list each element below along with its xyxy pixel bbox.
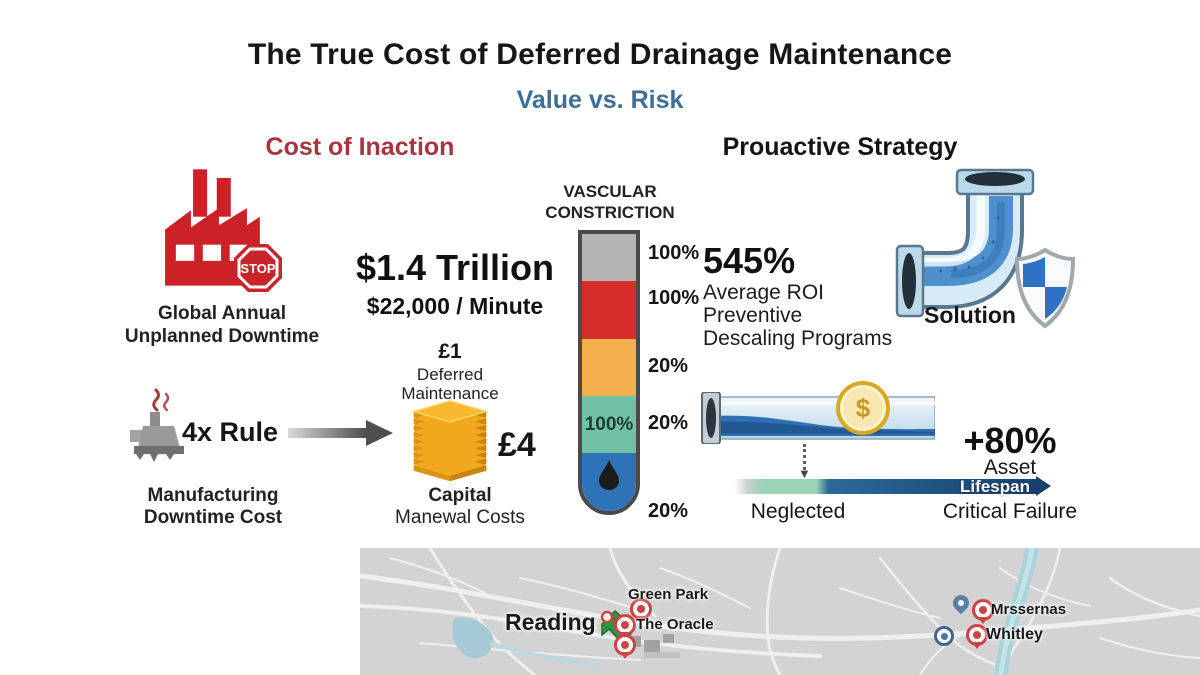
tube-segment-blue <box>582 453 636 511</box>
green-park-pin <box>630 598 652 623</box>
dollar-coin-icon: $ <box>836 381 890 435</box>
four-x-rule-label: 4x Rule <box>182 417 279 447</box>
tube-segment-teal <box>582 396 636 453</box>
coin-symbol: $ <box>855 393 871 423</box>
roi-line2: Preventive <box>703 304 803 327</box>
whitley-label: Whitley <box>986 626 1043 643</box>
subtitle: Value vs. Risk <box>516 86 684 114</box>
whitley-pin <box>966 624 988 649</box>
lifespan-bar-arrowhead <box>1036 476 1051 496</box>
capital-bottom-caption-line2: Manewal Costs <box>395 507 525 528</box>
tube-inner-label: 100% <box>584 414 634 435</box>
downtime-stat: $1.4 Trillion <box>355 247 555 288</box>
capital-bottom-caption-line1: Capital <box>428 485 492 506</box>
green-park-label: Green Park <box>628 586 709 603</box>
reading-label: Reading <box>505 609 596 635</box>
neglected-label: Neglected <box>750 500 846 523</box>
capital-top-caption-line2: Maintenance <box>401 384 499 403</box>
critical-failure-label: Critical Failure <box>942 500 1078 523</box>
lifespan-bar <box>735 479 1036 494</box>
capital-top-caption-line1: Deferred <box>416 365 484 384</box>
constriction-tube <box>578 230 640 515</box>
segment-label-4: 20% <box>648 500 689 522</box>
blue-circle-marker <box>934 626 954 646</box>
lifespan-stat-caption: Asset <box>983 456 1037 479</box>
arrow-right-icon <box>288 420 393 446</box>
small-factory-icon <box>122 384 202 466</box>
proactive-strategy-heading: Prouactive Strategy <box>722 133 958 161</box>
gauge-title-line2: CONSTRICTION <box>545 203 675 222</box>
segment-label-3: 20% <box>648 412 689 434</box>
dotted-arrow-head-icon: ▼ <box>798 466 811 481</box>
roi-line1: Average ROI <box>703 281 825 304</box>
cost-of-inaction-heading: Cost of Inaction <box>265 133 455 161</box>
capital-result-value: £4 <box>498 426 536 464</box>
horizontal-pipe-icon <box>700 391 936 445</box>
segment-label-0: 100% <box>648 242 700 264</box>
solution-label: Solution <box>924 302 1016 328</box>
the-oracle-pin <box>614 614 636 639</box>
downtime-rate: $22,000 / Minute <box>366 293 544 319</box>
roi-stat: 545% <box>703 240 796 281</box>
lifespan-bar-label: Lifespan <box>960 477 1030 496</box>
roi-line3: Descaling Programs <box>703 327 893 350</box>
mrssernas-label: Mrssernas <box>991 601 1067 618</box>
lake <box>452 617 494 659</box>
downtime-caption-line1: Global Annual <box>157 303 287 324</box>
shield-icon <box>1012 245 1078 333</box>
manufacturing-caption-line1: Manufacturing <box>147 485 279 506</box>
stop-sign-icon: STOP <box>230 238 286 298</box>
lifespan-stat: +80% <box>963 420 1057 461</box>
mrssernas-pin <box>972 599 994 624</box>
map-background <box>360 548 1200 675</box>
tube-segment-red <box>582 281 636 339</box>
segment-label-2: 20% <box>648 355 689 377</box>
the-oracle-label: The Oracle <box>636 616 714 633</box>
dotted-arrow <box>803 444 806 470</box>
capital-top-value: £1 <box>438 340 462 363</box>
segment-label-1: 100% <box>648 287 700 309</box>
droplet-icon <box>599 460 619 490</box>
stop-sign-label: STOP <box>240 261 275 276</box>
main-title: The True Cost of Deferred Drainage Maint… <box>247 38 953 71</box>
riverside-pin <box>614 634 636 659</box>
coin-stack-icon <box>400 398 500 486</box>
map: Reading Green Park The Oracle Mrssernas … <box>360 548 1200 675</box>
manufacturing-caption-line2: Downtime Cost <box>143 507 283 528</box>
downtime-caption-line2: Unplanned Downtime <box>124 326 320 347</box>
gauge-title-line1: VASCULAR <box>563 182 657 201</box>
pipe-elbow-icon <box>895 162 1045 337</box>
tube-segment-gray <box>582 234 636 281</box>
tube-segment-amber <box>582 339 636 396</box>
